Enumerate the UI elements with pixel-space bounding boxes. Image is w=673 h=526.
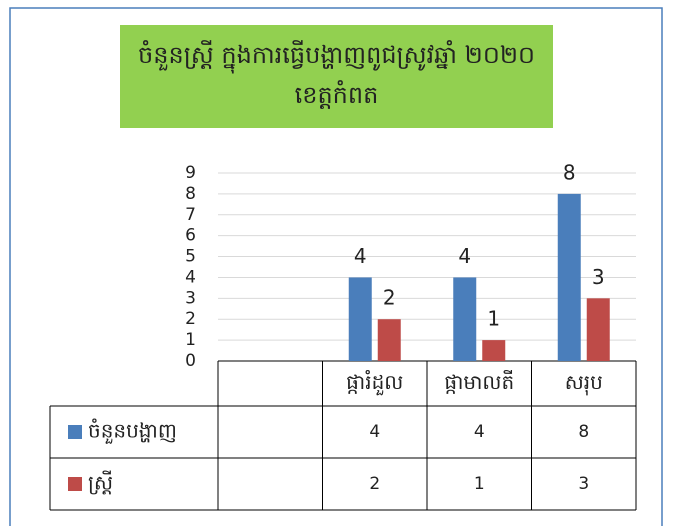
x-tick-label: សរុប <box>565 370 603 396</box>
frame <box>9 7 663 526</box>
table-value: 2 <box>369 474 380 494</box>
y-tick-label: 2 <box>185 309 196 329</box>
y-tick-label: 3 <box>185 288 196 308</box>
bar <box>377 319 401 361</box>
y-tick-label: 6 <box>185 226 196 246</box>
y-tick-label: 1 <box>185 330 196 350</box>
bar <box>586 298 610 361</box>
bar <box>453 277 477 361</box>
bar <box>482 340 506 361</box>
chart-title: ចំនួនស្ត្រី ក្នុងការធ្វើបង្ហាញពូជស្រូវឆ្… <box>120 25 553 128</box>
y-tick-label: 8 <box>185 184 196 204</box>
table-value: 1 <box>474 474 485 494</box>
table-value: 4 <box>369 422 380 442</box>
y-tick-label: 7 <box>185 205 196 225</box>
data-label: 4 <box>354 244 367 268</box>
data-label: 3 <box>592 265 605 289</box>
table-value: 8 <box>578 422 589 442</box>
legend-swatch <box>68 425 82 439</box>
bar <box>348 277 372 361</box>
x-tick-label: ផ្ការំដួល <box>346 369 403 396</box>
y-tick-label: 0 <box>185 351 196 371</box>
y-tick-label: 5 <box>185 247 196 267</box>
data-label: 8 <box>563 160 576 184</box>
y-tick-label: 4 <box>185 267 196 287</box>
table-value: 4 <box>474 422 485 442</box>
legend-label: ស្ត្រី <box>88 470 113 495</box>
y-tick-label: 9 <box>185 163 196 183</box>
data-label: 2 <box>383 286 396 310</box>
bar <box>557 193 581 361</box>
x-tick-label: ផ្កាមាលតី <box>444 369 514 394</box>
table-value: 3 <box>578 474 589 494</box>
data-label: 1 <box>487 307 500 331</box>
legend-swatch <box>68 477 82 491</box>
legend-label: ចំនួនបង្ហាញ <box>88 418 177 445</box>
data-label: 4 <box>458 244 471 268</box>
